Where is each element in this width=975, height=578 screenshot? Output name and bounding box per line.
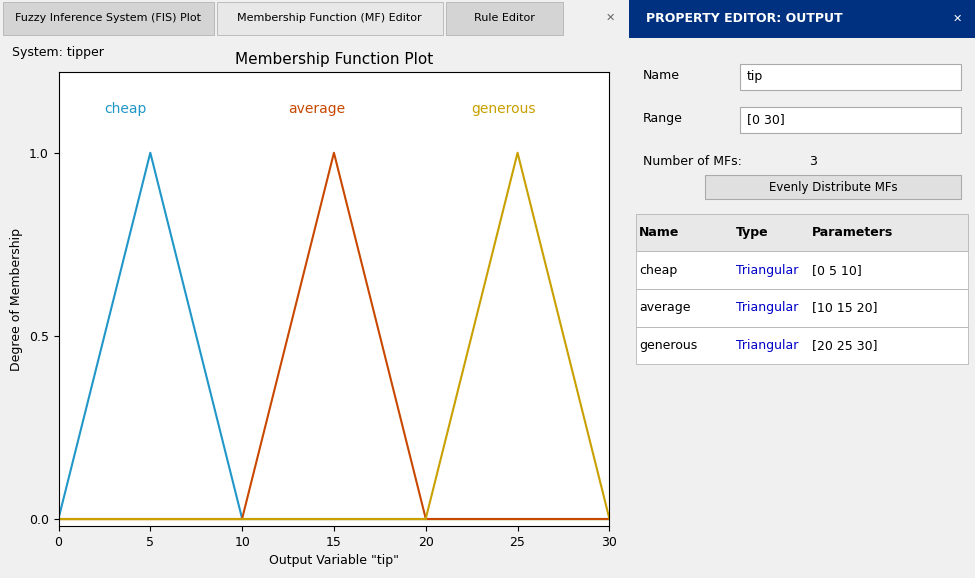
FancyBboxPatch shape: [740, 107, 961, 133]
Y-axis label: Degree of Membership: Degree of Membership: [10, 228, 23, 370]
FancyBboxPatch shape: [629, 0, 975, 38]
FancyBboxPatch shape: [636, 289, 968, 327]
Text: tip: tip: [747, 70, 762, 83]
Text: Name: Name: [643, 69, 680, 81]
FancyBboxPatch shape: [740, 64, 961, 90]
Text: ✕: ✕: [953, 13, 962, 24]
FancyBboxPatch shape: [636, 214, 968, 251]
Text: 3: 3: [809, 155, 817, 168]
FancyBboxPatch shape: [636, 327, 968, 364]
Text: Parameters: Parameters: [812, 226, 893, 239]
Text: generous: generous: [472, 102, 536, 116]
FancyBboxPatch shape: [216, 2, 443, 35]
Text: Triangular: Triangular: [736, 301, 799, 314]
FancyBboxPatch shape: [705, 175, 961, 199]
Text: ✕: ✕: [605, 13, 614, 23]
Text: Name: Name: [640, 226, 680, 239]
FancyBboxPatch shape: [3, 2, 214, 35]
Title: Membership Function Plot: Membership Function Plot: [235, 52, 433, 67]
Text: Evenly Distribute MFs: Evenly Distribute MFs: [768, 181, 897, 194]
Text: Triangular: Triangular: [736, 339, 799, 352]
Text: cheap: cheap: [640, 264, 678, 277]
Text: Fuzzy Inference System (FIS) Plot: Fuzzy Inference System (FIS) Plot: [16, 13, 202, 23]
Text: average: average: [288, 102, 345, 116]
Text: Type: Type: [736, 226, 769, 239]
Text: [20 25 30]: [20 25 30]: [812, 339, 878, 352]
Text: generous: generous: [640, 339, 697, 352]
Text: System: tipper: System: tipper: [13, 46, 104, 58]
Text: average: average: [640, 301, 690, 314]
Text: Triangular: Triangular: [736, 264, 799, 277]
Text: [0 5 10]: [0 5 10]: [812, 264, 862, 277]
Text: [0 30]: [0 30]: [747, 113, 784, 126]
Text: Rule Editor: Rule Editor: [474, 13, 535, 23]
Text: cheap: cheap: [104, 102, 147, 116]
Text: PROPERTY EDITOR: OUTPUT: PROPERTY EDITOR: OUTPUT: [646, 12, 842, 25]
X-axis label: Output Variable "tip": Output Variable "tip": [269, 554, 399, 567]
Text: Number of MFs:: Number of MFs:: [643, 155, 742, 168]
FancyBboxPatch shape: [636, 251, 968, 289]
Text: Range: Range: [643, 112, 682, 125]
Text: Membership Function (MF) Editor: Membership Function (MF) Editor: [237, 13, 422, 23]
Text: [10 15 20]: [10 15 20]: [812, 301, 878, 314]
FancyBboxPatch shape: [446, 2, 564, 35]
